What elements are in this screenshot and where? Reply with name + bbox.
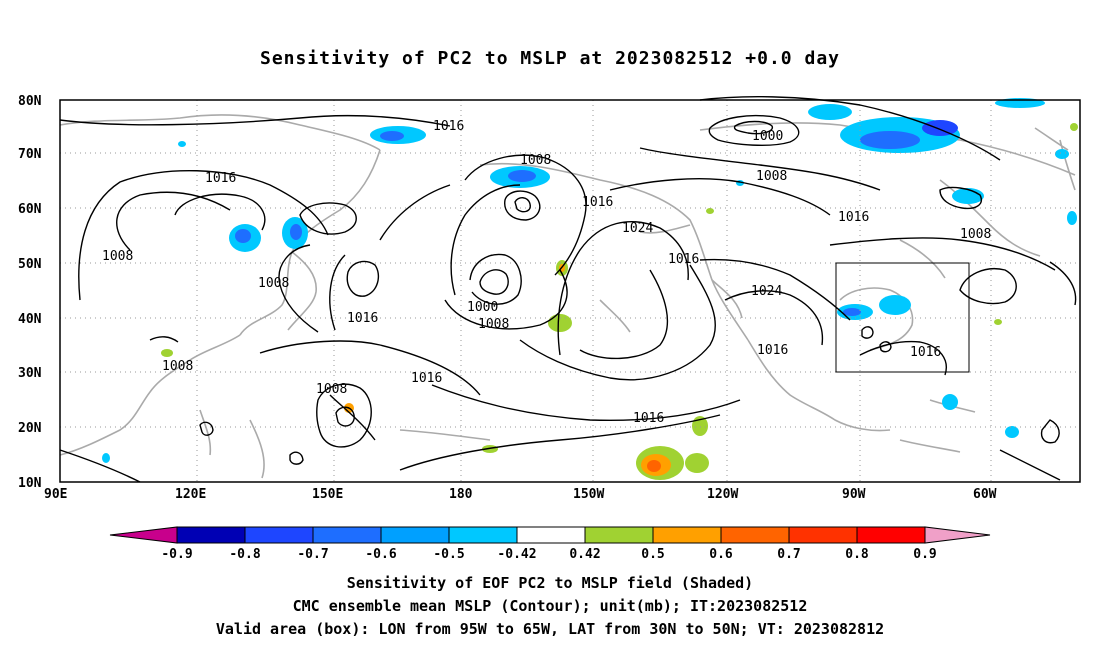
valid-area-box: [835, 262, 970, 373]
colorbar-box: [856, 526, 926, 544]
lon-label: 90E: [44, 487, 67, 502]
negative-sensitivity-shading: [102, 98, 1077, 463]
colorbar-box: [584, 526, 654, 544]
lat-label: 40N: [18, 312, 42, 327]
contour-label: 1016: [838, 210, 869, 225]
colorbar-tick-label: -0.6: [365, 547, 396, 562]
colorbar-tick-label: 0.5: [641, 547, 664, 562]
contour-label: 1000: [467, 300, 498, 315]
colorbar-tick-label: 0.7: [777, 547, 800, 562]
longitude-labels: 90E 120E 150E 180 150W 120W 90W 60W: [44, 487, 997, 502]
lat-label: 30N: [18, 366, 42, 381]
plot-title: Sensitivity of PC2 to MSLP at 2023082512…: [259, 48, 840, 69]
contour-label: 1016: [347, 311, 378, 326]
contour-label: 1008: [162, 359, 193, 374]
lon-label: 90W: [842, 487, 866, 502]
caption-contour: CMC ensemble mean MSLP (Contour); unit(m…: [292, 597, 808, 615]
contour-label: 1016: [668, 252, 699, 267]
contour-label: 1024: [622, 221, 653, 236]
contour-label: 1024: [751, 284, 782, 299]
lat-label: 50N: [18, 257, 42, 272]
grid-lines: [60, 100, 1080, 482]
colorbar-tick-label: 0.6: [709, 547, 733, 562]
lat-label: 70N: [18, 147, 42, 162]
colorbar-tick-label: -0.9: [161, 547, 192, 562]
lon-label: 180: [449, 487, 473, 502]
colorbar-box: [788, 526, 858, 544]
lon-label: 150E: [312, 487, 343, 502]
colorbar-box: [448, 526, 518, 544]
colorbar-tick-label: -0.7: [297, 547, 328, 562]
colorbar-box: [380, 526, 450, 544]
contour-label: 1008: [316, 382, 347, 397]
lon-label: 120W: [707, 487, 738, 502]
contour-label: 1008: [478, 317, 509, 332]
contour-label: 1008: [258, 276, 289, 291]
caption-valid-area: Valid area (box): LON from 95W to 65W, L…: [215, 620, 885, 638]
plot-frame: [59, 99, 1081, 483]
colorbar-tick-label: -0.42: [497, 547, 536, 562]
latitude-labels: 80N 70N 60N 50N 40N 30N 20N 10N: [18, 94, 42, 491]
colorbar-tick-label: -0.5: [433, 547, 464, 562]
colorbar-box: [312, 526, 382, 544]
contour-label: 1016: [582, 195, 613, 210]
colorbar-box: [176, 526, 246, 544]
colorbar: -0.9 -0.8 -0.7 -0.6 -0.5 -0.42 0.42 0.5 0.6 0.7 0.…: [109, 526, 991, 562]
positive-sensitivity-shading: [161, 123, 1078, 480]
caption-shading: Sensitivity of EOF PC2 to MSLP field (Sh…: [346, 574, 754, 592]
colorbar-box: [244, 526, 314, 544]
colorbar-tick-label: -0.8: [229, 547, 260, 562]
lat-label: 20N: [18, 421, 42, 436]
lon-label: 120E: [175, 487, 206, 502]
contour-label: 1016: [910, 345, 941, 360]
colorbar-tick-label: 0.42: [569, 547, 600, 562]
contour-label: 1016: [633, 411, 664, 426]
contour-label: 1000: [752, 129, 783, 144]
lon-label: 60W: [973, 487, 997, 502]
contour-label: 1008: [960, 227, 991, 242]
lon-label: 150W: [573, 487, 604, 502]
contour-label: 1008: [102, 249, 133, 264]
colorbar-tick-label: 0.9: [913, 547, 936, 562]
lat-label: 60N: [18, 202, 42, 217]
mslp-contours: [59, 96, 1077, 483]
contour-label: 1008: [520, 153, 551, 168]
colorbar-box: [652, 526, 722, 544]
colorbar-right-arrow: [924, 526, 991, 544]
contour-label: 1008: [756, 169, 787, 184]
colorbar-tick-label: 0.8: [845, 547, 869, 562]
contour-label: 1016: [205, 171, 236, 186]
colorbar-box: [516, 526, 586, 544]
contour-label: 1016: [411, 371, 442, 386]
contour-labels: 1016 1016 1008 1008 1016 1016 1008 1008 …: [102, 119, 991, 426]
lat-label: 80N: [18, 94, 42, 109]
contour-label: 1016: [757, 343, 788, 358]
contour-label: 1016: [433, 119, 464, 134]
colorbar-left-arrow: [109, 526, 178, 544]
colorbar-box: [720, 526, 790, 544]
lat-label: 10N: [18, 476, 42, 491]
